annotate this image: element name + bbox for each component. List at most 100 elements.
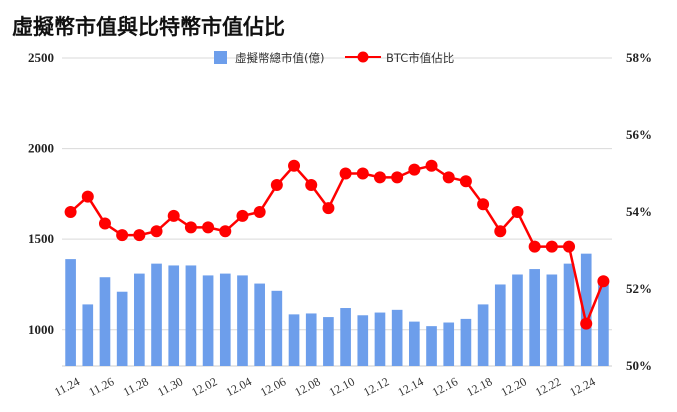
line-point (545, 240, 558, 253)
line-point (408, 163, 421, 176)
line-point (373, 171, 386, 184)
bar (323, 317, 334, 366)
x-tick-label: 11.28 (121, 374, 151, 399)
line-point (150, 225, 163, 238)
x-tick-label: 12.22 (533, 374, 563, 399)
bar (185, 265, 197, 366)
bar (477, 304, 489, 366)
bar (598, 282, 609, 366)
line-point (580, 317, 593, 330)
bar (82, 304, 94, 366)
left-tick-label: 1500 (28, 231, 54, 246)
left-tick-label: 1000 (28, 322, 54, 337)
line-point (356, 167, 369, 180)
line-point (597, 275, 610, 288)
x-tick-label: 12.18 (464, 374, 494, 399)
left-tick-label: 2500 (28, 50, 54, 65)
bar (305, 313, 317, 366)
btc-share-line (69, 163, 605, 328)
line-point (511, 206, 524, 218)
line-series (64, 159, 610, 330)
line-point (98, 217, 111, 230)
bar (219, 273, 231, 366)
x-tick-label: 12.10 (327, 374, 357, 399)
legend-bar-swatch (214, 51, 227, 64)
bar (529, 269, 540, 366)
line-point (339, 167, 352, 180)
x-tick-label: 11.24 (52, 374, 82, 399)
left-tick-label: 2000 (28, 141, 54, 156)
chart-title: 虛擬幣市值與比特幣市值佔比 (12, 15, 285, 39)
x-tick-label: 12.12 (361, 374, 391, 399)
line-point (116, 229, 129, 242)
x-tick-label: 12.24 (567, 374, 597, 399)
bar (65, 259, 76, 366)
x-axis: 11.24 11.26 11.28 11.30 12.02 12.04 12.06 12.08… (52, 374, 598, 399)
line-point (270, 179, 283, 192)
line-point (133, 229, 146, 242)
bar (99, 277, 111, 366)
x-tick-label: 12.16 (430, 374, 460, 399)
x-tick-label: 12.20 (498, 374, 528, 399)
bar (151, 263, 162, 366)
right-tick-label: 58% (626, 50, 652, 65)
x-tick-label: 11.26 (86, 374, 116, 399)
legend-line-marker (357, 51, 369, 63)
line-point (202, 221, 215, 234)
bar (202, 275, 214, 366)
bar (340, 308, 351, 366)
right-axis: 50% 52% 54% 56% 58% (626, 50, 652, 373)
left-axis: 1000 1500 2000 2500 (28, 50, 54, 337)
bar (254, 283, 265, 366)
bar (494, 284, 506, 366)
line-point (253, 206, 266, 218)
line-point (391, 171, 404, 184)
legend-bar-label: 虛擬幣總市值(億) (235, 51, 324, 65)
bar (460, 318, 472, 366)
x-tick-label: 11.30 (155, 374, 185, 399)
x-tick-label: 12.06 (258, 374, 288, 399)
line-point (459, 175, 472, 188)
line-point (81, 190, 94, 203)
line-point (64, 206, 77, 218)
bar (271, 290, 283, 366)
line-point (288, 159, 301, 172)
x-tick-label: 12.14 (395, 374, 425, 399)
bar (512, 274, 523, 366)
bar (409, 321, 420, 366)
bar (357, 315, 369, 366)
line-point (563, 240, 576, 253)
line-point (425, 159, 438, 172)
line-point (184, 221, 197, 234)
right-tick-label: 56% (626, 127, 652, 142)
line-point (494, 225, 507, 238)
line-point (528, 240, 541, 253)
bar (237, 275, 248, 366)
right-tick-label: 52% (626, 281, 652, 296)
bar-series (65, 253, 609, 366)
x-tick-label: 12.08 (292, 374, 322, 399)
bar (426, 326, 437, 366)
bar (391, 309, 403, 366)
line-point (167, 209, 180, 222)
x-tick-label: 12.02 (189, 374, 219, 399)
bar (288, 314, 300, 366)
bar (116, 291, 128, 366)
line-point (236, 209, 249, 222)
legend-line-label: BTC市值佔比 (386, 51, 454, 65)
right-tick-label: 54% (626, 204, 652, 219)
legend: 虛擬幣總市值(億) BTC市值佔比 (214, 51, 454, 65)
bar (374, 312, 386, 366)
line-point (442, 171, 455, 184)
bar (134, 273, 145, 366)
bar (546, 274, 558, 366)
line-point (219, 225, 232, 238)
x-tick-label: 12.04 (223, 374, 253, 399)
bar (168, 265, 180, 366)
line-point (322, 202, 335, 215)
right-tick-label: 50% (626, 358, 652, 373)
line-point (477, 198, 490, 211)
bar (580, 253, 592, 366)
